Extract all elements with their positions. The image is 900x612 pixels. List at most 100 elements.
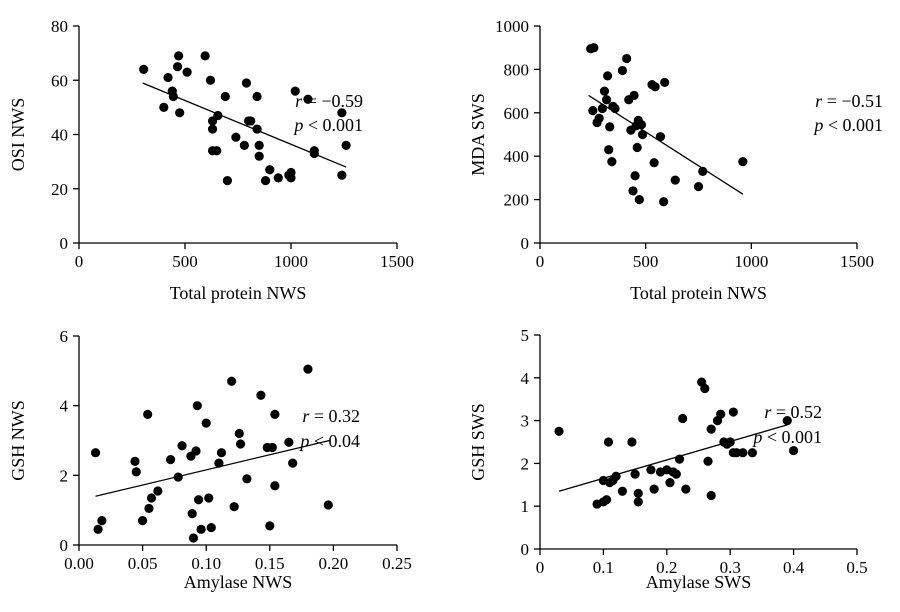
y-tick-label: 600 bbox=[504, 104, 530, 123]
data-point bbox=[630, 171, 640, 181]
x-tick-label: 0.20 bbox=[319, 554, 349, 573]
data-point bbox=[265, 165, 275, 175]
data-point bbox=[789, 445, 799, 456]
x-tick-label: 0.1 bbox=[593, 558, 614, 577]
data-point bbox=[242, 474, 252, 484]
data-point bbox=[678, 413, 688, 424]
data-point bbox=[693, 181, 704, 192]
data-point bbox=[252, 124, 262, 134]
data-point bbox=[589, 43, 599, 53]
y-tick-label: 4 bbox=[60, 397, 69, 416]
data-point bbox=[554, 426, 564, 436]
data-point bbox=[630, 469, 640, 479]
data-point bbox=[636, 120, 647, 130]
data-point bbox=[738, 448, 748, 458]
data-point bbox=[681, 484, 691, 494]
trend-line bbox=[558, 424, 788, 492]
y-axis-label: GSH NWS bbox=[8, 400, 28, 481]
data-point bbox=[303, 94, 313, 104]
y-tick-label: 3 bbox=[521, 412, 530, 431]
data-point bbox=[222, 176, 232, 186]
data-point bbox=[599, 86, 610, 96]
y-tick-label: 5 bbox=[521, 326, 530, 345]
scatter-panel-4: 0 0.1 0.2 0.3 0.4 0.5 0 1 2 3 4 5 Amylase SWS GSH SWS… bbox=[468, 326, 868, 592]
x-axis-label: Total protein NWS bbox=[170, 283, 307, 303]
y-axis-label: OSI NWS bbox=[8, 98, 28, 172]
data-point bbox=[182, 67, 192, 77]
data-point bbox=[216, 448, 227, 458]
y-tick-label: 80 bbox=[51, 17, 68, 36]
x-axis-label: Total protein NWS bbox=[630, 283, 767, 303]
data-point bbox=[163, 72, 173, 83]
r-value-label: r = −0.51 bbox=[815, 91, 883, 111]
data-point bbox=[172, 62, 183, 72]
data-point bbox=[130, 456, 140, 466]
data-point bbox=[144, 503, 154, 514]
data-point bbox=[622, 53, 632, 64]
data-point bbox=[196, 524, 206, 534]
y-tick-label: 1000 bbox=[495, 17, 529, 36]
data-point bbox=[191, 446, 201, 456]
data-point bbox=[738, 157, 748, 167]
data-point bbox=[270, 481, 280, 491]
data-point bbox=[286, 173, 296, 183]
x-tick-label: 500 bbox=[172, 252, 198, 271]
data-point bbox=[728, 407, 738, 417]
data-point bbox=[267, 442, 277, 453]
data-point bbox=[605, 122, 615, 132]
data-point bbox=[288, 458, 298, 468]
p-value-label: p < 0.001 bbox=[751, 427, 822, 447]
data-point bbox=[706, 424, 716, 434]
data-point bbox=[649, 158, 659, 168]
data-point bbox=[660, 77, 670, 88]
data-point bbox=[214, 458, 224, 468]
data-point bbox=[131, 467, 141, 477]
data-point bbox=[601, 95, 612, 105]
data-point bbox=[256, 390, 266, 400]
data-point bbox=[138, 516, 148, 526]
y-tick-label: 200 bbox=[504, 191, 530, 210]
data-point bbox=[604, 145, 614, 155]
data-point bbox=[323, 500, 333, 510]
data-point bbox=[674, 454, 685, 464]
data-point bbox=[153, 486, 163, 496]
data-point bbox=[165, 455, 176, 465]
x-tick-label: 0 bbox=[536, 252, 545, 271]
data-point bbox=[206, 522, 216, 533]
data-point bbox=[234, 428, 244, 439]
data-point bbox=[703, 456, 713, 466]
data-point bbox=[192, 401, 202, 411]
data-point bbox=[617, 486, 628, 496]
data-point bbox=[235, 439, 246, 449]
y-tick-label: 20 bbox=[51, 180, 68, 199]
data-point bbox=[239, 140, 249, 150]
x-tick-label: 0.3 bbox=[720, 558, 741, 577]
data-point bbox=[174, 51, 184, 61]
data-point bbox=[231, 132, 241, 142]
scatter-panel-2: 0 500 1000 1500 0 200 400 600 800 1000 Total prote… bbox=[468, 17, 883, 303]
data-point bbox=[632, 142, 642, 153]
x-tick-label: 0.2 bbox=[656, 558, 677, 577]
y-tick-label: 0 bbox=[60, 536, 69, 555]
data-point bbox=[665, 478, 675, 488]
data-point bbox=[204, 493, 214, 503]
data-point bbox=[265, 521, 275, 531]
y-axis-label: GSH SWS bbox=[468, 403, 488, 481]
y-tick-label: 0 bbox=[521, 234, 530, 253]
data-point bbox=[594, 113, 604, 123]
data-point bbox=[187, 509, 197, 519]
data-point bbox=[650, 82, 660, 92]
data-point bbox=[633, 497, 643, 507]
y-tick-label: 2 bbox=[521, 454, 530, 473]
data-point bbox=[200, 51, 210, 61]
data-point bbox=[205, 75, 216, 85]
data-point bbox=[207, 124, 218, 134]
y-tick-label: 6 bbox=[60, 327, 69, 346]
data-point bbox=[254, 140, 264, 150]
data-point bbox=[254, 151, 264, 161]
data-point bbox=[337, 170, 347, 180]
data-point bbox=[610, 103, 620, 114]
data-point bbox=[284, 437, 294, 447]
data-point bbox=[700, 383, 710, 394]
